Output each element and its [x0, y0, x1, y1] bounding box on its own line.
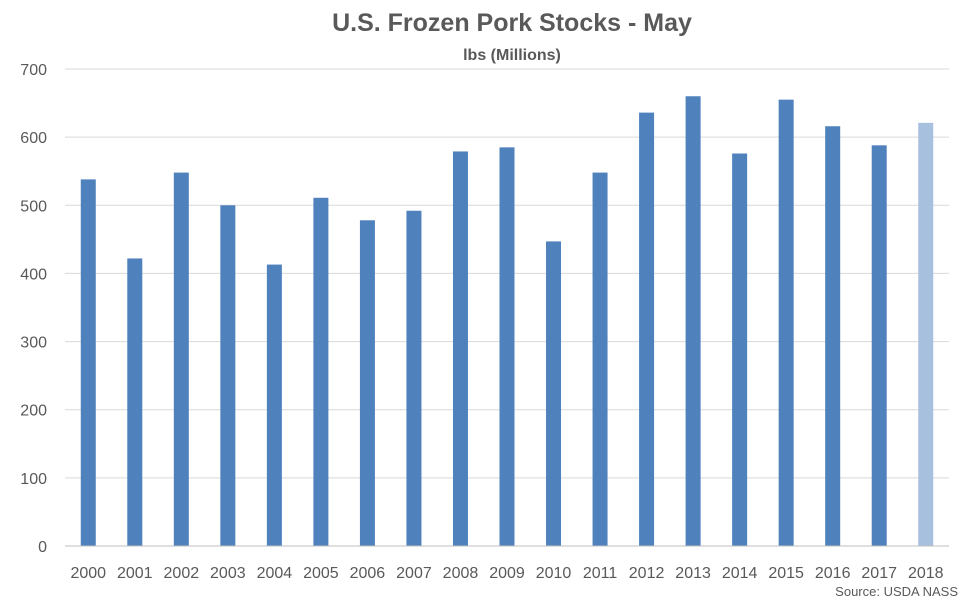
bar-2004	[266, 264, 282, 546]
x-tick-label: 2015	[768, 565, 804, 582]
y-axis-ticks: 0 100 200 300 400 500 600 700	[20, 62, 47, 556]
x-tick-label: 2000	[70, 565, 106, 582]
bar-2016	[825, 126, 841, 547]
x-tick-label: 2016	[815, 565, 851, 582]
bars	[80, 96, 934, 547]
bar-2003	[220, 205, 236, 547]
y-tick-label: 700	[20, 62, 47, 79]
bar-2002	[173, 172, 189, 546]
y-tick-label: 600	[20, 130, 47, 147]
x-tick-label: 2013	[675, 565, 711, 582]
bar-2017	[871, 145, 887, 546]
source-note: Source: USDA NASS	[835, 584, 958, 599]
x-tick-label: 2007	[396, 565, 432, 582]
bar-2013	[685, 96, 701, 546]
x-tick-label: 2003	[210, 565, 246, 582]
chart-title: U.S. Frozen Pork Stocks - May	[332, 9, 692, 37]
bar-2011	[592, 172, 608, 546]
bar-2008	[452, 151, 468, 546]
x-tick-label: 2006	[350, 565, 386, 582]
bar-2005	[313, 197, 329, 547]
bar-2010	[546, 241, 562, 546]
bar-2007	[406, 210, 422, 547]
x-tick-label: 2005	[303, 565, 339, 582]
bar-2018	[918, 122, 934, 546]
x-tick-label: 2009	[489, 565, 525, 582]
y-tick-label: 100	[20, 471, 47, 488]
x-axis-ticks: 2000 2001 2002 2003 2004 2005 2006 2007 2008 2009…	[70, 565, 943, 582]
x-tick-label: 2002	[164, 565, 200, 582]
y-tick-label: 200	[20, 403, 47, 420]
bar-2001	[127, 258, 143, 546]
x-tick-label: 2017	[861, 565, 897, 582]
x-tick-label: 2018	[908, 565, 944, 582]
bar-2014	[732, 153, 748, 547]
chart-subtitle: lbs (Millions)	[463, 47, 561, 64]
x-tick-label: 2012	[629, 565, 665, 582]
y-tick-label: 300	[20, 335, 47, 352]
bar-2009	[499, 147, 515, 546]
y-tick-label: 500	[20, 198, 47, 215]
bar-2015	[778, 99, 794, 547]
y-tick-label: 0	[38, 539, 47, 556]
x-tick-label: 2011	[583, 565, 618, 582]
x-tick-label: 2008	[443, 565, 479, 582]
x-tick-label: 2001	[117, 565, 153, 582]
bar-2012	[639, 112, 655, 547]
y-tick-label: 400	[20, 266, 47, 283]
bar-2006	[359, 220, 375, 546]
x-tick-label: 2010	[536, 565, 572, 582]
x-tick-label: 2004	[257, 565, 293, 582]
x-tick-label: 2014	[722, 565, 758, 582]
bar-2000	[80, 179, 96, 547]
